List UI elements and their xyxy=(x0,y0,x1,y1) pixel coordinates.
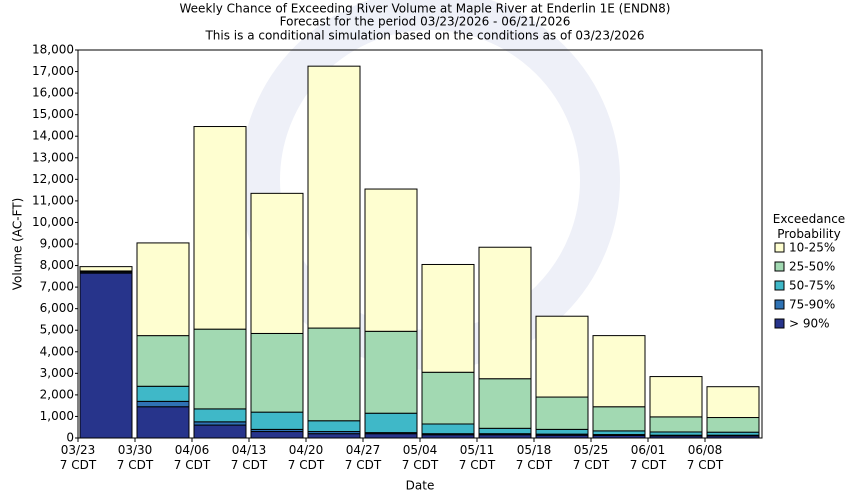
bar-segment xyxy=(706,417,760,433)
bar-segment xyxy=(535,396,589,430)
y-tick-label: 5,000 xyxy=(40,323,74,337)
bar-segment xyxy=(79,266,133,272)
x-tick-label: 03/30 7 CDT xyxy=(116,443,154,472)
bar-segment xyxy=(421,423,475,435)
x-tick-label: 05/04 7 CDT xyxy=(401,443,439,472)
bar-segment xyxy=(478,246,532,380)
x-axis-label: Date xyxy=(406,479,435,493)
bar-segment xyxy=(478,378,532,429)
legend-swatch xyxy=(774,261,785,272)
y-tick-label: 17,000 xyxy=(32,64,74,78)
legend-title: Exceedance Probability xyxy=(772,212,846,241)
chart-title: Weekly Chance of Exceeding River Volume … xyxy=(180,2,671,16)
bar-segment xyxy=(250,192,304,334)
bar-segment xyxy=(250,411,304,430)
bar-segment xyxy=(592,406,646,432)
y-tick-label: 13,000 xyxy=(32,150,74,164)
bar-segment xyxy=(364,433,418,439)
bar-segment xyxy=(136,385,190,402)
bar-segment xyxy=(364,412,418,434)
x-tick-label: 04/06 7 CDT xyxy=(173,443,211,472)
bar-segment xyxy=(307,433,361,439)
chart-subtitle: Forecast for the period 03/23/2026 - 06/… xyxy=(280,15,571,29)
y-tick-label: 9,000 xyxy=(40,237,74,251)
bar-segment xyxy=(250,332,304,413)
x-tick-label: 04/13 7 CDT xyxy=(230,443,268,472)
y-tick-label: 14,000 xyxy=(32,129,74,143)
bar-segment xyxy=(307,65,361,329)
bar-segment xyxy=(193,328,247,410)
y-tick-label: 2,000 xyxy=(40,387,74,401)
bar-segment xyxy=(706,386,760,419)
bar-segment xyxy=(193,126,247,330)
bar-segment xyxy=(79,272,133,439)
x-tick-label: 05/11 7 CDT xyxy=(458,443,496,472)
bar-segment xyxy=(421,371,475,425)
x-tick-label: 05/25 7 CDT xyxy=(572,443,610,472)
legend-swatch xyxy=(774,280,785,291)
bar-segment xyxy=(136,242,190,337)
y-tick-label: 0 xyxy=(66,431,74,445)
legend-label: 10-25% xyxy=(789,241,835,255)
y-tick-label: 18,000 xyxy=(32,43,74,57)
y-tick-label: 11,000 xyxy=(32,193,74,207)
y-tick-label: 3,000 xyxy=(40,366,74,380)
x-tick-label: 06/01 7 CDT xyxy=(629,443,667,472)
x-tick-label: 05/18 7 CDT xyxy=(515,443,553,472)
y-axis-label: Volume (AC-FT) xyxy=(11,198,25,291)
legend-swatch xyxy=(774,318,785,329)
bar-segment xyxy=(136,406,190,439)
legend-label: 25-50% xyxy=(789,260,835,274)
bar-segment xyxy=(535,428,589,435)
y-tick-label: 15,000 xyxy=(32,107,74,121)
legend-swatch xyxy=(774,242,785,253)
legend-label: 50-75% xyxy=(789,279,835,293)
y-tick-label: 8,000 xyxy=(40,258,74,272)
bar-segment xyxy=(592,430,646,436)
chart-subtitle: This is a conditional simulation based o… xyxy=(204,29,644,43)
x-tick-label: 04/27 7 CDT xyxy=(344,443,382,472)
bar-segment xyxy=(136,335,190,387)
y-tick-label: 16,000 xyxy=(32,86,74,100)
bar-segment xyxy=(250,431,304,439)
bar-segment xyxy=(193,424,247,439)
bar-segment xyxy=(307,420,361,433)
y-tick-label: 4,000 xyxy=(40,344,74,358)
legend-label: 75-90% xyxy=(789,298,835,312)
y-tick-label: 1,000 xyxy=(40,409,74,423)
bar-segment xyxy=(592,335,646,408)
y-tick-label: 10,000 xyxy=(32,215,74,229)
bar-segment xyxy=(649,416,703,433)
y-tick-label: 12,000 xyxy=(32,172,74,186)
x-tick-label: 03/23 7 CDT xyxy=(59,443,97,472)
bar-segment xyxy=(364,330,418,414)
legend-label: > 90% xyxy=(789,317,830,331)
bar-segment xyxy=(478,427,532,435)
bar-segment xyxy=(421,263,475,373)
legend-swatch xyxy=(774,299,785,310)
bar-segment xyxy=(307,327,361,422)
bar-segment xyxy=(193,408,247,423)
y-tick-label: 7,000 xyxy=(40,280,74,294)
x-tick-label: 06/08 7 CDT xyxy=(686,443,724,472)
bar-segment xyxy=(649,376,703,418)
x-tick-label: 04/20 7 CDT xyxy=(287,443,325,472)
bar-segment xyxy=(136,400,190,408)
bar-segment xyxy=(535,315,589,398)
bar-segment xyxy=(364,188,418,332)
y-tick-label: 6,000 xyxy=(40,301,74,315)
